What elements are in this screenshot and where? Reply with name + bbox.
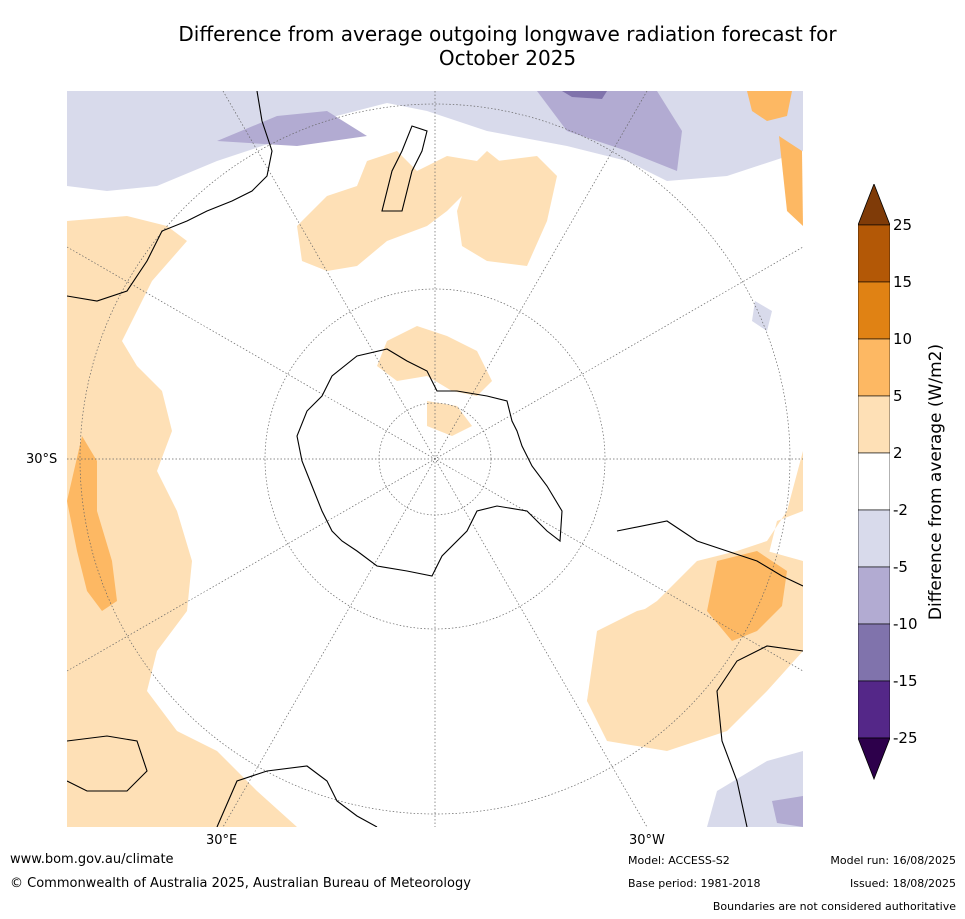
colorbar-tick-label: -15 xyxy=(893,672,918,690)
colorbar-segment xyxy=(858,680,890,739)
anomaly-region-orange-west xyxy=(67,436,117,611)
title-line-2: October 2025 xyxy=(438,46,577,70)
colorbar-segment xyxy=(858,452,890,511)
anomaly-region-light-purple-east xyxy=(752,301,772,331)
colorbar-tick-label: -10 xyxy=(893,615,918,633)
graticule xyxy=(67,91,803,827)
polar-map xyxy=(67,91,803,827)
colorbar-tick-label: 2 xyxy=(893,444,903,462)
base-period-label: Base period: 1981-2018 xyxy=(628,877,761,890)
colorbar-segment xyxy=(858,395,890,454)
title-line-1: Difference from average outgoing longwav… xyxy=(178,22,837,46)
colorbar-tick-label: 10 xyxy=(893,330,913,348)
new-zealand-coastline xyxy=(381,125,428,212)
longitude-label-30w: 30°W xyxy=(629,833,665,848)
colorbar-tick-label: 5 xyxy=(893,387,903,405)
colorbar-tick-label: 25 xyxy=(893,216,913,234)
colorbar xyxy=(858,184,890,781)
australia-coastline xyxy=(67,735,148,792)
anomaly-region-purple-top-2 xyxy=(537,91,682,171)
longitude-label-30e: 30°E xyxy=(206,833,238,848)
anomaly-region-light-orange-antarctic xyxy=(377,326,492,396)
colorbar-segment xyxy=(858,338,890,397)
africa-coastline xyxy=(67,91,273,302)
antarctica-coastline xyxy=(296,348,563,577)
colorbar-segment xyxy=(858,281,890,340)
copyright-text: © Commonwealth of Australia 2025, Austra… xyxy=(10,876,471,891)
meridian-line xyxy=(222,91,648,827)
anomaly-region-light-orange-pacific-2 xyxy=(457,156,557,266)
latitude-circle-outer xyxy=(79,103,791,815)
colorbar-tick-label: -25 xyxy=(893,729,918,747)
issued-label: Issued: 18/08/2025 xyxy=(849,877,956,890)
anomaly-region-orange-east-2 xyxy=(779,136,803,226)
colorbar-tick-label: -5 xyxy=(893,558,908,576)
south-america-coastline xyxy=(616,520,803,587)
latitude-label-30s: 30°S xyxy=(26,452,58,467)
anomaly-region-light-orange-west xyxy=(67,216,297,827)
map-title: Difference from average outgoing longwav… xyxy=(120,22,895,70)
australia-coastline-2 xyxy=(216,765,378,827)
colorbar-segment xyxy=(858,623,890,682)
colorbar-extend-bottom xyxy=(858,737,890,781)
disclaimer-text: Boundaries are not considered authoritat… xyxy=(712,900,956,913)
anomaly-region-dark-purple-top xyxy=(562,91,607,99)
south-america-coastline-2 xyxy=(716,645,803,827)
colorbar-tick-label: 15 xyxy=(893,273,913,291)
anomaly-region-orange-east xyxy=(747,91,792,121)
anomaly-region-light-orange-antarctic-2 xyxy=(427,401,472,436)
website-link[interactable]: www.bom.gov.au/climate xyxy=(10,852,174,867)
coastlines xyxy=(67,91,803,827)
anomaly-region-purple-bottom xyxy=(772,796,803,827)
colorbar-title: Difference from average (W/m2) xyxy=(926,343,946,621)
colorbar-extend-top xyxy=(858,184,890,226)
model-label: Model: ACCESS-S2 xyxy=(628,854,730,867)
colorbar-segment xyxy=(858,509,890,568)
colorbar-segment xyxy=(858,224,890,283)
anomaly-region-orange-south-america xyxy=(707,551,787,641)
colorbar-tick-label: -2 xyxy=(893,501,908,519)
model-run-label: Model run: 16/08/2025 xyxy=(830,854,956,867)
colorbar-segment xyxy=(858,566,890,625)
latitude-circle-middle xyxy=(264,288,606,630)
